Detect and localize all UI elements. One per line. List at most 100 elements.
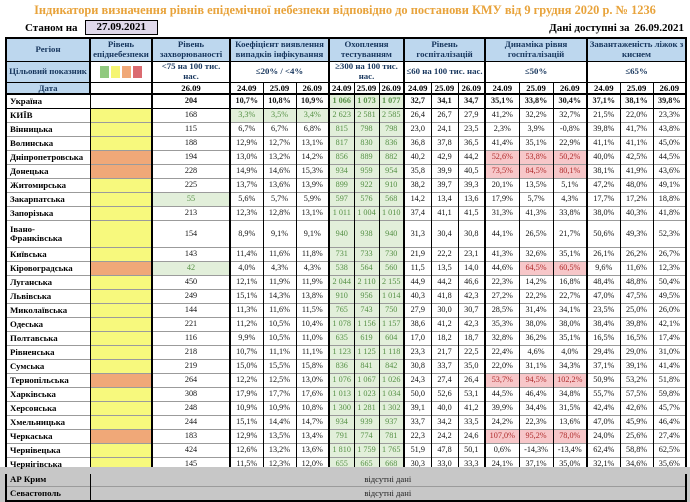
value-cell: 34,4%: [518, 401, 554, 416]
value-cell: 24,3: [403, 373, 431, 388]
value-cell: 12,2%: [229, 373, 263, 388]
date-header: 25.09: [353, 81, 380, 95]
value-cell: 39,8%: [586, 122, 621, 137]
epidemic-danger-level-cell: [89, 93, 152, 109]
value-cell: 41,8: [430, 289, 458, 304]
value-cell: 10,7%: [229, 345, 263, 360]
table-row: Дніпропетровська 194 13,0% 13,2% 14,2% 856 889…: [6, 150, 687, 165]
value-cell: 1 010: [378, 206, 404, 221]
value-cell: 42: [151, 261, 230, 276]
value-cell: 11,6%: [262, 247, 296, 262]
value-cell: 41,3%: [518, 206, 554, 221]
value-cell: 38,0%: [586, 206, 621, 221]
value-cell: 4,3%: [295, 261, 329, 276]
table-row: Івано- Франківська 154 8,9% 9,1% 9,1% 940 938 9…: [6, 220, 687, 248]
no-data-cell: відсутні дані: [89, 471, 687, 487]
value-cell: 52,6%: [484, 150, 520, 165]
date-header: 25.09: [518, 81, 554, 95]
value-cell: 37,1%: [518, 457, 554, 472]
page-bottom-edge: [0, 467, 690, 474]
value-cell: 26,4: [457, 373, 486, 388]
region-name: Полтавська: [6, 331, 90, 346]
region-name: КИЇВ: [6, 108, 90, 123]
epidemic-danger-level-cell: [89, 261, 152, 276]
value-cell: 12,5%: [262, 373, 296, 388]
value-cell: 40,0: [430, 401, 458, 416]
value-cell: 937: [378, 415, 404, 430]
table-row: Львівська 249 15,1% 14,3% 13,8% 910 956 1 014 40…: [6, 289, 687, 304]
value-cell: 34,8%: [552, 387, 588, 402]
value-cell: 4,6%: [518, 345, 554, 360]
value-cell: 1 034: [378, 387, 404, 402]
value-cell: 37,1%: [586, 359, 621, 374]
value-cell: 183: [151, 429, 230, 444]
value-cell: 836: [328, 359, 354, 374]
value-cell: 22,0%: [619, 108, 654, 123]
value-cell: 5,9%: [295, 192, 329, 207]
value-cell: 743: [353, 303, 379, 318]
value-cell: 41,9%: [619, 164, 654, 179]
value-cell: 1 076: [328, 373, 354, 388]
value-cell: 46,4%: [652, 415, 687, 430]
value-cell: 9,1%: [262, 220, 296, 248]
value-cell: 13,2%: [262, 443, 296, 458]
region-name: Волинська: [6, 136, 90, 151]
value-cell: 47,0%: [586, 289, 621, 304]
danger-level-swatch: [122, 65, 131, 78]
value-cell: 6,7%: [229, 122, 263, 137]
value-cell: 60,5%: [552, 261, 588, 276]
value-cell: 50,2%: [552, 150, 588, 165]
value-cell: 41,3%: [484, 247, 520, 262]
value-cell: 11,5%: [229, 457, 263, 472]
value-cell: 17,0: [403, 331, 431, 346]
value-cell: 798: [378, 122, 404, 137]
value-cell: 39,7: [430, 178, 458, 193]
value-cell: 78,0%: [552, 429, 588, 444]
value-cell: 21,5%: [586, 108, 621, 123]
value-cell: 57,5%: [619, 387, 654, 402]
value-cell: 38,1%: [619, 93, 654, 109]
value-cell: 38,2: [403, 178, 431, 193]
value-cell: -13,4%: [552, 443, 588, 458]
value-cell: 4,3%: [262, 261, 296, 276]
table-row: Одеська 221 11,2% 10,5% 10,4% 1 078 1 156 1 157…: [6, 317, 687, 332]
value-cell: 39,8%: [652, 93, 687, 109]
value-cell: 16,5%: [619, 331, 654, 346]
value-cell: 58,8%: [619, 443, 654, 458]
value-cell: 13,4: [430, 192, 458, 207]
value-cell: 798: [353, 122, 379, 137]
value-cell: 35,8: [403, 164, 431, 179]
region-name: Чернівецька: [6, 443, 90, 458]
epidemic-danger-level-cell: [89, 373, 152, 388]
value-cell: 59,8%: [652, 387, 687, 402]
group-header-oxygen-beds: Завантаженість ліжок з киснем: [586, 37, 687, 62]
value-cell: 18,8%: [652, 192, 687, 207]
date-header: 25.09: [262, 81, 297, 95]
value-cell: 604: [378, 331, 404, 346]
region-name: АР Крим: [6, 471, 90, 487]
value-cell: 49,1%: [652, 178, 687, 193]
value-cell: 11,6%: [619, 261, 654, 276]
value-cell: 13,2%: [262, 150, 296, 165]
value-cell: 856: [328, 150, 354, 165]
table-row: Черкаська 183 12,9% 13,5% 13,4% 791 774 781 22,3…: [6, 429, 687, 444]
value-cell: 34,1: [430, 93, 458, 109]
table-row: Херсонська 248 10,9% 10,9% 10,8% 1 300 1 281 1 …: [6, 401, 687, 416]
value-cell: 107,0%: [484, 429, 520, 444]
value-cell: 308: [151, 387, 230, 402]
region-name: Хмельницька: [6, 415, 90, 430]
region-name: Житомирська: [6, 178, 90, 193]
value-cell: 817: [328, 136, 354, 151]
date-header: 24.09: [328, 81, 355, 95]
value-cell: 1 077: [378, 93, 404, 109]
value-cell: 34,3%: [552, 359, 588, 374]
table-row: Чернівецька 424 12,6% 13,2% 13,6% 1 810 1 759 1…: [6, 443, 687, 458]
value-cell: 41,1: [430, 206, 458, 221]
value-cell: 731: [328, 247, 354, 262]
date-header: 26.09: [552, 81, 588, 95]
value-cell: 13,6%: [552, 415, 588, 430]
value-cell: 35,1%: [552, 331, 588, 346]
value-cell: 44,5%: [484, 387, 520, 402]
value-cell: 9,1%: [295, 220, 329, 248]
data-available-label: Дані доступні за: [549, 21, 630, 34]
